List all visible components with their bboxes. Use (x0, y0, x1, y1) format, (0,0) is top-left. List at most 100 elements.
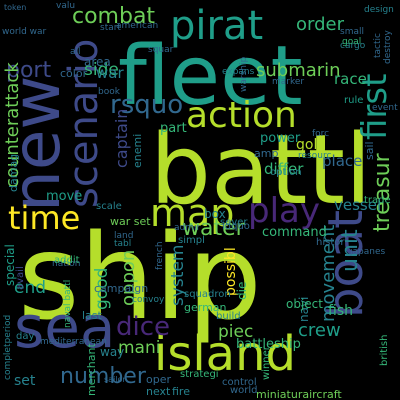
word: tabl (114, 239, 132, 249)
word: map (150, 191, 235, 235)
word: completperiod (3, 314, 13, 380)
word: fish (328, 303, 353, 319)
word: addit (54, 255, 80, 266)
word: last (82, 309, 102, 322)
word: die (235, 281, 249, 300)
word: rule (344, 95, 364, 106)
word: damag (7, 153, 20, 192)
word: goal (342, 37, 362, 47)
word: battl (150, 114, 372, 226)
word: object (286, 297, 323, 311)
word: winner (261, 346, 272, 380)
word: idquo (222, 221, 250, 232)
word: destroy (383, 30, 393, 64)
word: race (334, 70, 367, 88)
word: naval battl (63, 279, 73, 328)
word: forc (312, 129, 330, 139)
word: island (154, 326, 296, 382)
word: campaign (94, 282, 149, 295)
word: sail (363, 141, 376, 160)
word: combat (72, 4, 156, 29)
word: strategi (180, 369, 219, 380)
word: box (204, 207, 226, 221)
word: treasur (370, 153, 395, 232)
word: german (184, 301, 227, 314)
word: valu (56, 1, 76, 11)
word: water (182, 216, 245, 241)
word: power (260, 131, 301, 146)
word: part (160, 121, 187, 136)
word: crew (298, 320, 341, 341)
word: war (96, 64, 124, 82)
word: merchant (85, 343, 98, 396)
word: nation (52, 259, 81, 269)
word: start (100, 23, 121, 33)
word: next (146, 385, 171, 398)
word: event (372, 103, 398, 113)
word: move (46, 189, 83, 204)
word: action (186, 95, 297, 136)
word: vessel (334, 196, 382, 214)
word: admir (174, 223, 201, 233)
word: squadron (184, 289, 231, 300)
word: miniaturaircraft (256, 388, 342, 400)
word: battleship (236, 337, 301, 352)
word: area (84, 55, 111, 69)
word: control (222, 377, 257, 388)
word: squar (148, 45, 174, 55)
word: scale (96, 201, 122, 212)
word: number (60, 364, 146, 389)
word: expans (222, 67, 255, 77)
word: british (379, 334, 390, 366)
word: tactic (373, 33, 383, 58)
word: fire (172, 385, 190, 398)
word: american (116, 21, 159, 31)
word: sever (220, 217, 248, 228)
word: avail (15, 266, 26, 290)
word: way (100, 345, 125, 359)
word: command (262, 225, 327, 240)
word: land (114, 231, 134, 241)
word: gold (296, 137, 327, 153)
word: port (6, 58, 52, 83)
word: mediterranean (40, 337, 107, 347)
word: captain (112, 108, 131, 168)
word: small (340, 27, 364, 37)
word: all (70, 47, 81, 57)
word: day (16, 331, 35, 342)
word: side (84, 60, 119, 80)
word: play (248, 191, 320, 231)
word: resourc (298, 151, 332, 161)
word: pirat (170, 3, 264, 49)
word: convoy (132, 295, 165, 305)
word: piec (218, 322, 254, 342)
word: war set (110, 215, 151, 228)
word: oper (146, 373, 172, 386)
word: order (296, 14, 344, 35)
word: marker (272, 77, 305, 87)
word: submarin (256, 60, 341, 81)
word: cargo (340, 41, 366, 51)
word: rsquo (110, 90, 184, 120)
word: sea (14, 293, 116, 361)
word: token (4, 3, 27, 12)
word: fleet (118, 29, 303, 124)
word: ship (18, 208, 262, 346)
word: time (8, 199, 81, 237)
word: option (270, 167, 302, 178)
word: world (230, 385, 258, 396)
word: world war (2, 27, 47, 37)
word: french (155, 241, 165, 270)
word: color (60, 67, 88, 80)
word: simpl (178, 235, 205, 246)
word: amp (254, 147, 279, 160)
word: trade (364, 195, 391, 206)
word: differ (264, 160, 304, 178)
word: set (14, 373, 36, 389)
word: japanes (350, 247, 386, 257)
word: book (98, 87, 120, 97)
word: sailor (104, 375, 126, 384)
word: build (216, 311, 241, 322)
word: warship (239, 56, 249, 92)
